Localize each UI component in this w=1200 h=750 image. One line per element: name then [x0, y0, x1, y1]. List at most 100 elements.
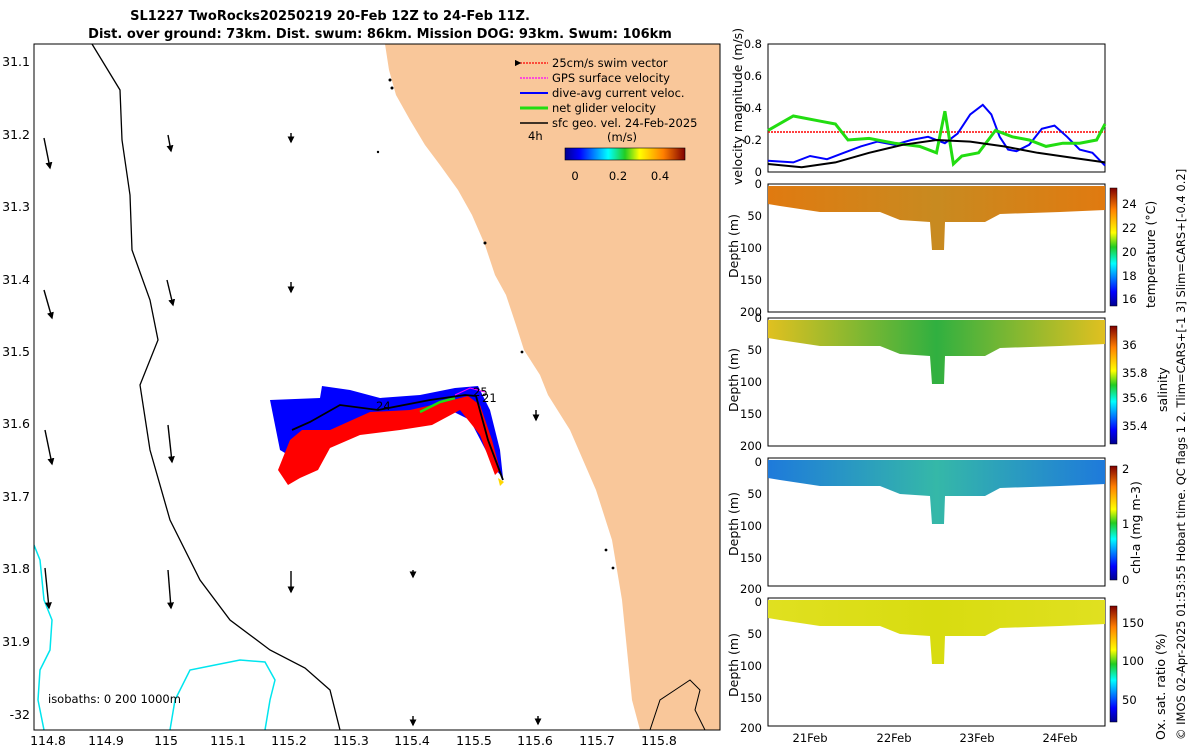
vel-ytick: 0: [755, 165, 762, 179]
map-colorbar-tick: 0.2: [609, 169, 627, 183]
legend-label: 25cm/s swim vector: [552, 56, 668, 70]
chl-ytick: 0: [755, 455, 762, 469]
temp-ytick: 50: [747, 209, 762, 223]
legend-dive-avg: dive-avg current veloc.: [520, 86, 685, 100]
velocity-panel: 0 0.2 0.4 0.6 0.8 velocity magnitude (m/…: [730, 28, 1107, 185]
map-xtick: 115.1: [210, 733, 246, 748]
map-xtick: 115.4: [394, 733, 430, 748]
sal-ylabel: Depth (m): [726, 348, 741, 412]
vel-ytick: 0.8: [744, 37, 762, 51]
ox-cbar-tick: 100: [1122, 654, 1144, 668]
map-xtick: 115.3: [333, 733, 369, 748]
legend-gps-velocity: GPS surface velocity: [520, 71, 670, 85]
southern-island: [649, 679, 706, 730]
temperature-panel: Depth (m) 0 50 100 150 200 24 22 20 18 1…: [726, 177, 1158, 319]
legend-label: dive-avg current veloc.: [552, 86, 685, 100]
islands: [376, 78, 615, 570]
map-ytick: 31.6: [2, 416, 30, 431]
ox-cbar-tick: 50: [1122, 693, 1137, 707]
temperature-section: [768, 186, 1105, 250]
sal-ytick: 50: [747, 343, 762, 357]
oxygen-section: [768, 600, 1105, 664]
map-ytick: 31.2: [2, 127, 30, 142]
map-colorbar-label: (m/s): [607, 130, 637, 144]
map-ytick: 31.7: [2, 489, 30, 504]
chl-cbar-tick: 2: [1122, 462, 1129, 476]
vel-ytick: 0.2: [744, 133, 762, 147]
ox-ytick: 200: [740, 721, 762, 735]
chl-ytick: 150: [740, 551, 762, 565]
legend-label: sfc geo. vel. 24-Feb-2025: [552, 116, 698, 130]
vel-ytick: 0.6: [744, 69, 762, 83]
time-xtick: 24Feb: [1043, 731, 1078, 745]
swim-vector-swath: [278, 396, 500, 485]
chl-cbar-tick: 0: [1122, 573, 1129, 587]
chl-ytick: 100: [740, 519, 762, 533]
sal-cbar-tick: 35.6: [1122, 391, 1148, 405]
map-xtick: 114.9: [88, 733, 124, 748]
ox-cbar-tick: 150: [1122, 616, 1144, 630]
legend-sfc-geo: sfc geo. vel. 24-Feb-2025: [520, 116, 698, 130]
sal-ytick: 100: [740, 375, 762, 389]
map-ytick: 31.5: [2, 344, 30, 359]
map-xtick: 115.6: [517, 733, 553, 748]
depth-section-panels: Depth (m) 0 50 100 150 200 24 22 20 18 1…: [726, 177, 1170, 745]
temp-cbar-tick: 16: [1122, 292, 1137, 306]
map-xtick: 114.8: [30, 733, 66, 748]
time-xtick: 23Feb: [960, 731, 995, 745]
map-xtick: 115.5: [456, 733, 492, 748]
temp-ytick: 150: [740, 273, 762, 287]
time-xtick: 22Feb: [877, 731, 912, 745]
land-mass: [385, 44, 720, 730]
ox-ytick: 50: [747, 627, 762, 641]
isobath-200: [91, 44, 341, 730]
salinity-panel: Depth (m) 0 50 100 150 200 36 35.8 35.6 …: [726, 311, 1170, 453]
track-label-21: 21: [482, 391, 497, 405]
track-end-marker: [498, 478, 504, 486]
map-ytick: 31.4: [2, 272, 30, 287]
chla-section: [768, 460, 1105, 524]
map-ytick: 31.8: [2, 561, 30, 576]
temp-cbar-tick: 18: [1122, 269, 1137, 283]
ox-ylabel: Depth (m): [726, 633, 741, 697]
temp-cbar-tick: 22: [1122, 221, 1137, 235]
map-ytick: 31.3: [2, 199, 30, 214]
velocity-series-line: [767, 138, 1106, 169]
map-ytick: 31.1: [2, 54, 30, 69]
map-panel: 24 25 21 31.1 31.2 31.3 31.4 31.5 31.6 3…: [2, 43, 721, 748]
gps-surface-velocity: [454, 387, 486, 396]
geo-velocity-arrows: [43, 133, 542, 727]
chl-ytick: 200: [740, 582, 762, 596]
map-y-axis: 31.1 31.2 31.3 31.4 31.5 31.6 31.7 31.8 …: [2, 54, 30, 722]
map-frame: [33, 43, 721, 731]
ox-ytick: 0: [755, 595, 762, 609]
sal-cbar-tick: 36: [1122, 338, 1137, 352]
velocity-series-line: [767, 103, 1106, 167]
chl-cbar-label: chl-a (mg m-3): [1128, 481, 1143, 574]
legend-swim-vector: 25cm/s swim vector: [514, 56, 668, 70]
vel-ytick: 0.4: [744, 101, 762, 115]
map-xtick: 115.7: [579, 733, 615, 748]
vel-ylabel: velocity magnitude (m/s): [730, 28, 745, 185]
legend-label: net glider velocity: [552, 101, 656, 115]
sal-cbar-tick: 35.4: [1122, 419, 1148, 433]
map-ytick: -32: [10, 707, 30, 722]
chla-panel: Depth (m) 0 50 100 150 200 2 1 0 chl-a (…: [726, 455, 1143, 596]
oxygen-panel: Depth (m) 0 50 100 150 200 150 100 50 Ox…: [726, 595, 1168, 740]
temp-ytick: 0: [755, 177, 762, 191]
sal-ytick: 0: [755, 311, 762, 325]
map-xtick: 115: [154, 733, 178, 748]
oxygen-colorbar: [1109, 605, 1118, 723]
salinity-colorbar: [1109, 325, 1118, 445]
ox-ytick: 150: [740, 691, 762, 705]
velocity-series-line: [767, 110, 1107, 168]
sal-ytick: 150: [740, 407, 762, 421]
legend-label: GPS surface velocity: [552, 71, 670, 85]
map-colorbar-tick: 0: [571, 169, 578, 183]
isobaths-label: isobaths: 0 200 1000m: [48, 692, 181, 706]
track-label-25: 25: [473, 385, 488, 399]
ox-ytick: 100: [740, 659, 762, 673]
map-xtick: 115.2: [271, 733, 307, 748]
coast-shallow-2: [169, 659, 276, 730]
chla-colorbar: [1109, 465, 1118, 581]
